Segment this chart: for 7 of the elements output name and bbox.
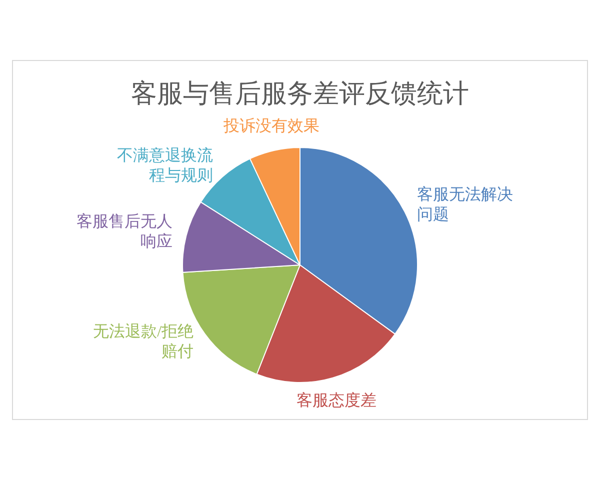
slice-label: 不满意退换流程与规则 (117, 146, 214, 185)
slice-label: 客服售后无人响应 (76, 212, 173, 250)
slice-label: 投诉没有效果 (222, 116, 320, 135)
slice-label: 客服无法解决问题 (417, 186, 514, 224)
slice-label: 无法退款/拒绝赔付 (93, 322, 194, 360)
slice-label: 客服态度差 (296, 391, 377, 410)
chart-title: 客服与售后服务差评反馈统计 (131, 78, 469, 108)
